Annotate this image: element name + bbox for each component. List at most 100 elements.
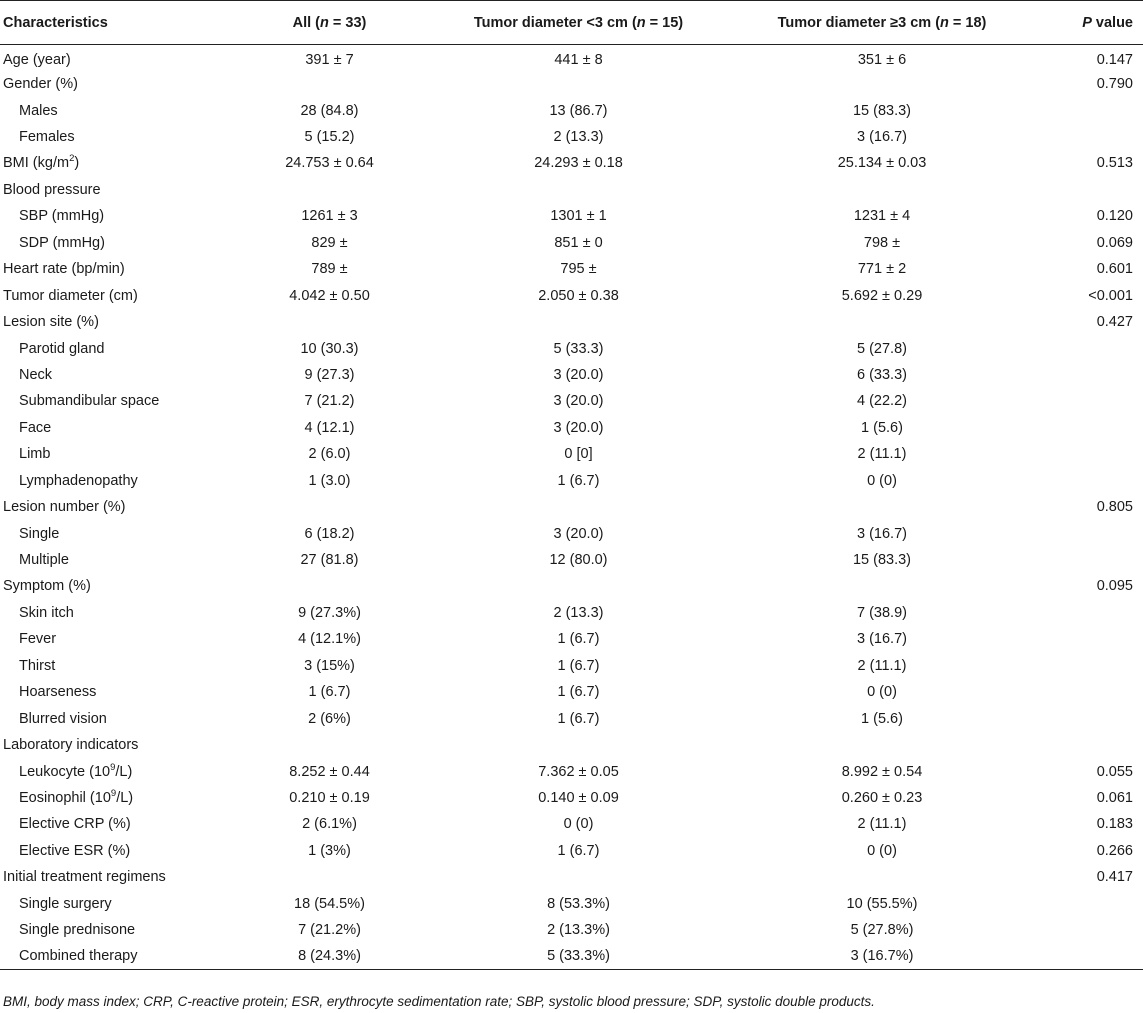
cell-p-value	[1034, 362, 1143, 388]
table-row: Blood pressure	[0, 177, 1143, 203]
cell-tumor-ge3	[730, 309, 1034, 335]
cell-p-value	[1034, 388, 1143, 414]
cell-p-value: 0.095	[1096, 578, 1133, 595]
cell-tumor-ge3: 0 (0)	[867, 472, 897, 489]
cell-tumor-ge3: 15 (83.3)	[852, 102, 912, 119]
cell-p-value	[1034, 626, 1143, 652]
table-row: Hoarseness 1 (6.7) 1 (6.7) 0 (0)	[0, 679, 1143, 705]
table-row: Single prednisone 7 (21.2%) 2 (13.3%) 5 (27…	[0, 917, 1143, 943]
row-label: SDP (mmHg)	[19, 234, 105, 251]
cell-p-value: <0.001	[1088, 287, 1133, 304]
row-label: Initial treatment regimens	[3, 869, 166, 886]
characteristics-table-container: Characteristics All (n = 33) Tumor diame…	[0, 0, 1143, 971]
cell-all: 10 (30.3)	[300, 340, 359, 357]
cell-tumor-ge3	[730, 732, 1034, 758]
cell-all: 8 (24.3%)	[232, 943, 427, 971]
cell-tumor-lt3: 851 ± 0	[554, 234, 603, 251]
cell-p-value	[1034, 653, 1143, 679]
cell-p-value	[1034, 679, 1143, 705]
cell-all: 8.252 ± 0.44	[289, 763, 370, 780]
row-label: Symptom (%)	[3, 578, 91, 595]
cell-tumor-lt3: 3 (20.0)	[553, 393, 604, 410]
cell-p-value	[1034, 441, 1143, 467]
cell-tumor-lt3: 0.140 ± 0.09	[538, 789, 619, 806]
cell-tumor-lt3: 8 (53.3%)	[547, 895, 610, 912]
cell-tumor-ge3: 771 ± 2	[857, 261, 907, 278]
cell-all: 3 (15%)	[304, 657, 355, 674]
cell-tumor-lt3: 795 ±	[560, 261, 597, 278]
cell-tumor-ge3: 10 (55.5%)	[846, 895, 918, 912]
cell-all	[232, 573, 427, 599]
cell-tumor-lt3	[427, 732, 730, 758]
header-tumor-ge3: Tumor diameter ≥3 cm (n = 18)	[730, 0, 1034, 45]
cell-all: 27 (81.8)	[300, 552, 359, 569]
row-label: Leukocyte (109/L)	[19, 761, 133, 780]
cell-all: 2 (6.1%)	[302, 816, 357, 833]
table-row: Neck 9 (27.3) 3 (20.0) 6 (33.3)	[0, 362, 1143, 388]
cell-all: 4 (12.1%)	[298, 631, 361, 648]
row-label: Age (year)	[3, 51, 71, 68]
row-label: Blood pressure	[3, 181, 101, 198]
cell-tumor-ge3: 5.692 ± 0.29	[841, 287, 923, 304]
row-label: SBP (mmHg)	[19, 208, 105, 225]
row-label: Blurred vision	[19, 710, 107, 727]
table-row: Thirst 3 (15%) 1 (6.7) 2 (11.1)	[0, 653, 1143, 679]
cell-tumor-ge3: 3 (16.7)	[857, 525, 907, 542]
cell-all	[232, 864, 427, 890]
cell-tumor-ge3: 5 (27.8)	[857, 340, 907, 357]
cell-all: 4 (12.1)	[304, 419, 355, 436]
table-row: Elective CRP (%) 2 (6.1%) 0 (0) 2 (11.1) 0.1…	[0, 811, 1143, 837]
table-row: Submandibular space 7 (21.2) 3 (20.0) 4 (22…	[0, 388, 1143, 414]
cell-all: 4.042 ± 0.50	[289, 287, 370, 304]
cell-tumor-ge3: 351 ± 6	[857, 51, 907, 68]
cell-tumor-lt3: 24.293 ± 0.18	[534, 155, 623, 172]
cell-tumor-ge3	[730, 573, 1034, 599]
row-label: Elective CRP (%)	[19, 816, 131, 833]
cell-all: 28 (84.8)	[300, 102, 359, 119]
cell-tumor-ge3: 0 (0)	[867, 684, 897, 701]
cell-tumor-lt3: 2 (13.3%)	[547, 922, 610, 939]
row-label: Heart rate (bp/min)	[3, 261, 125, 278]
cell-all: 24.753 ± 0.64	[285, 155, 374, 172]
row-label: Lymphadenopathy	[19, 472, 138, 489]
table-row: Lymphadenopathy 1 (3.0) 1 (6.7) 0 (0)	[0, 468, 1143, 494]
cell-all: 2 (6.0)	[308, 446, 351, 463]
cell-tumor-ge3: 0 (0)	[867, 842, 897, 859]
table-footnote: BMI, body mass index; CRP, C-reactive pr…	[3, 994, 875, 1009]
table-row: Females 5 (15.2) 2 (13.3) 3 (16.7)	[0, 124, 1143, 150]
header-row: Characteristics All (n = 33) Tumor diame…	[0, 0, 1143, 45]
table-row: Skin itch 9 (27.3%) 2 (13.3) 7 (38.9)	[0, 600, 1143, 626]
cell-p-value	[1034, 97, 1143, 123]
cell-tumor-lt3: 13 (86.7)	[549, 102, 608, 119]
cell-tumor-lt3	[427, 494, 730, 520]
cell-all	[232, 494, 427, 520]
cell-p-value	[1034, 335, 1143, 361]
cell-all: 9 (27.3)	[304, 366, 355, 383]
cell-tumor-lt3: 1 (6.7)	[557, 842, 600, 859]
table-row: SDP (mmHg) 829 ± 851 ± 0 798 ± 0.069	[0, 230, 1143, 256]
table-row: Gender (%) 0.790	[0, 71, 1143, 97]
row-label: Fever	[19, 631, 57, 648]
cell-tumor-lt3: 3 (20.0)	[553, 419, 604, 436]
cell-tumor-ge3: 1 (5.6)	[861, 710, 903, 727]
table-row: Face 4 (12.1) 3 (20.0) 1 (5.6)	[0, 415, 1143, 441]
cell-all: 391 ± 7	[305, 51, 354, 68]
cell-all	[232, 309, 427, 335]
cell-all: 1 (3%)	[308, 842, 351, 859]
cell-p-value	[1034, 732, 1143, 758]
table-row: Tumor diameter (cm) 4.042 ± 0.50 2.050 ± 0…	[0, 282, 1143, 308]
cell-tumor-ge3: 15 (83.3)	[852, 552, 912, 569]
row-label: Single prednisone	[19, 922, 136, 939]
cell-p-value	[1034, 547, 1143, 573]
cell-all: 7 (21.2%)	[298, 922, 361, 939]
cell-tumor-lt3: 3 (20.0)	[553, 525, 604, 542]
cell-all: 18 (54.5%)	[294, 895, 365, 912]
row-label: Single	[19, 525, 60, 542]
cell-all: 5 (15.2)	[304, 129, 355, 146]
cell-all: 1261 ± 3	[301, 208, 358, 225]
header-characteristics: Characteristics	[0, 0, 232, 45]
cell-p-value	[1034, 415, 1143, 441]
row-label: Parotid gland	[19, 340, 105, 357]
table-row: Leukocyte (109/L) 8.252 ± 0.44 7.362 ± 0.0…	[0, 758, 1143, 784]
table-row: Combined therapy 8 (24.3%) 5 (33.3%) 3 (16.…	[0, 943, 1143, 971]
